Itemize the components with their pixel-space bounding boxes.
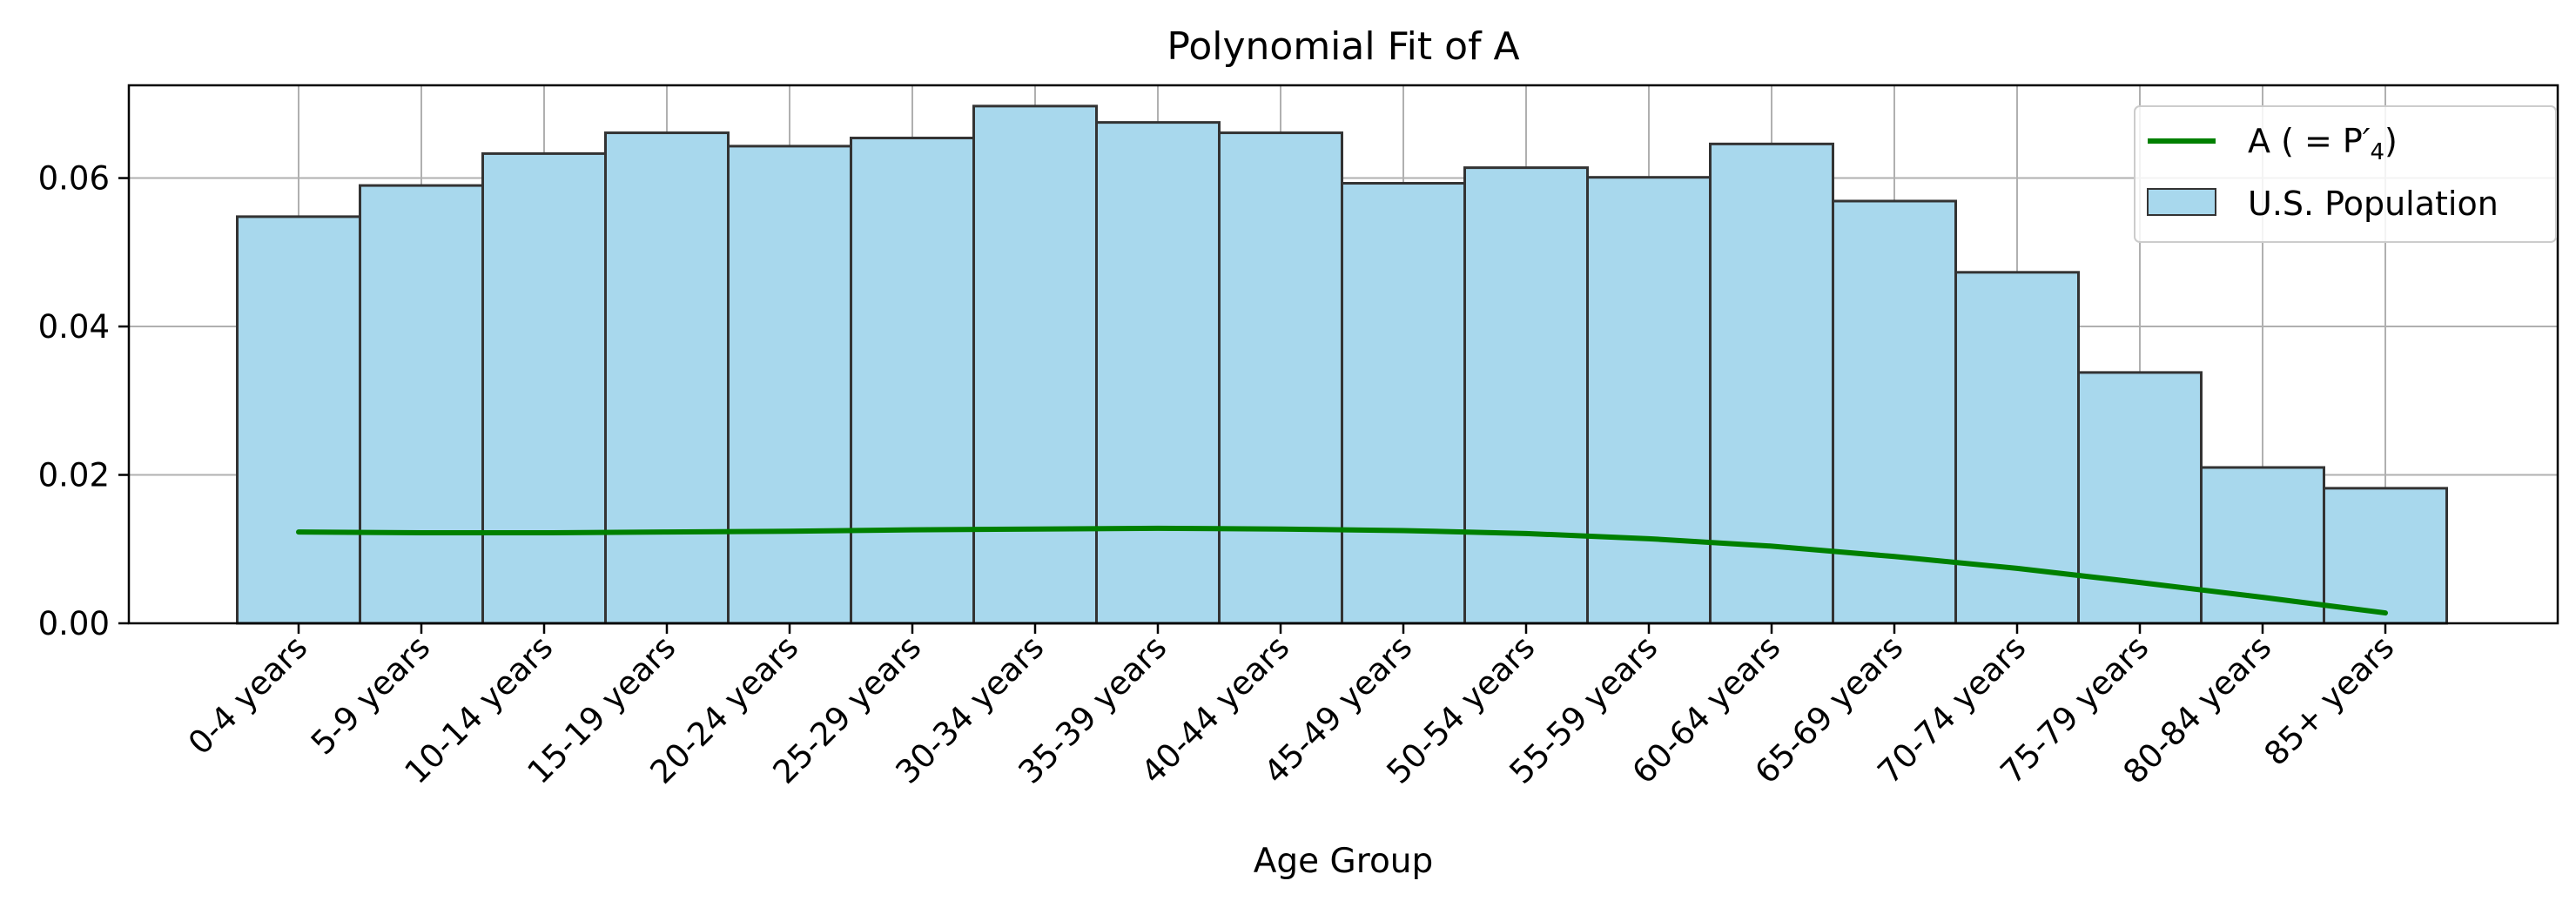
y-tick-label: 0.02 — [38, 457, 110, 494]
x-tick-label: 85+ years — [2257, 629, 2401, 773]
plot-frame — [127, 84, 2559, 625]
x-tick-label: 5-9 years — [304, 629, 437, 762]
bar-45-49-years — [1341, 182, 1466, 625]
bar-20-24-years — [727, 145, 852, 625]
bar-layer — [236, 104, 2448, 625]
legend-label-a-sub: 4 — [2370, 139, 2384, 165]
bar-15-19-years — [604, 131, 730, 625]
legend-label-a-close: ) — [2384, 122, 2398, 160]
legend-label-a-sup: ′ — [2363, 122, 2371, 160]
bar-40-44-years — [1218, 131, 1343, 625]
x-tick-label: 0-4 years — [181, 629, 314, 762]
y-tick-label: 0.00 — [38, 605, 110, 642]
bar-50-54-years — [1463, 166, 1589, 625]
legend-bar-swatch — [2147, 188, 2216, 216]
bar-0-4-years — [236, 215, 361, 625]
legend-label-population: U.S. Population — [2248, 185, 2499, 223]
fit-line-a — [296, 525, 2388, 616]
legend-label-a: A ( = P′4) — [2248, 122, 2398, 165]
chart-title: Polynomial Fit of A — [1167, 24, 1519, 69]
y-tick-label: 0.04 — [38, 308, 110, 346]
y-axis-ticks: 0.00 0.02 0.04 0.06 — [38, 160, 129, 642]
y-tick-label: 0.06 — [38, 160, 110, 198]
bar-5-9-years — [359, 184, 484, 625]
bar-25-29-years — [850, 137, 975, 625]
bar-35-39-years — [1095, 121, 1221, 625]
legend-label-a-main: A ( = P — [2248, 122, 2363, 160]
legend: A ( = P′4) U.S. Population — [2134, 105, 2557, 243]
bar-10-14-years — [481, 151, 607, 625]
bar-30-34-years — [972, 104, 1098, 625]
bar-55-59-years — [1586, 176, 1712, 625]
bar-85-years — [2323, 487, 2448, 625]
legend-box — [2134, 105, 2557, 243]
x-axis-label: Age Group — [1254, 842, 1434, 881]
line-layer — [296, 525, 2388, 616]
